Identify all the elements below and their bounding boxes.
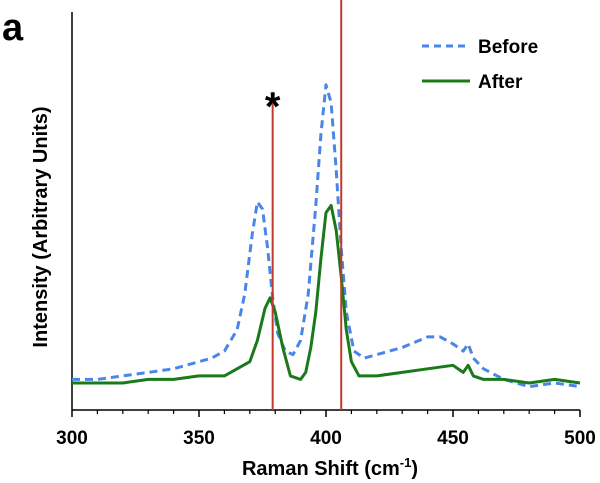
x-tick-label-300: 300 [56,428,88,449]
series-line-after [72,204,581,385]
x-tick-label-350: 350 [183,428,215,449]
x-tick-label-500: 500 [564,428,596,449]
x-tick-label-400: 400 [310,428,342,449]
panel-letter: a [2,7,24,49]
legend: Before After [422,37,538,93]
y-axis-title: Intensity (Arbitrary Units) [30,106,52,347]
legend-before-label: Before [478,37,538,58]
x-axis-title-close: ) [411,458,418,480]
marker-star-1: * [265,85,281,129]
legend-after-label: After [478,72,523,93]
x-axis-title-main: Raman Shift (cm [242,458,400,480]
x-tick-label-450: 450 [437,428,469,449]
x-axis-title: Raman Shift (cm-1) [242,455,418,480]
x-axis-title-sup: -1 [400,455,412,470]
series-line-before [72,83,581,389]
